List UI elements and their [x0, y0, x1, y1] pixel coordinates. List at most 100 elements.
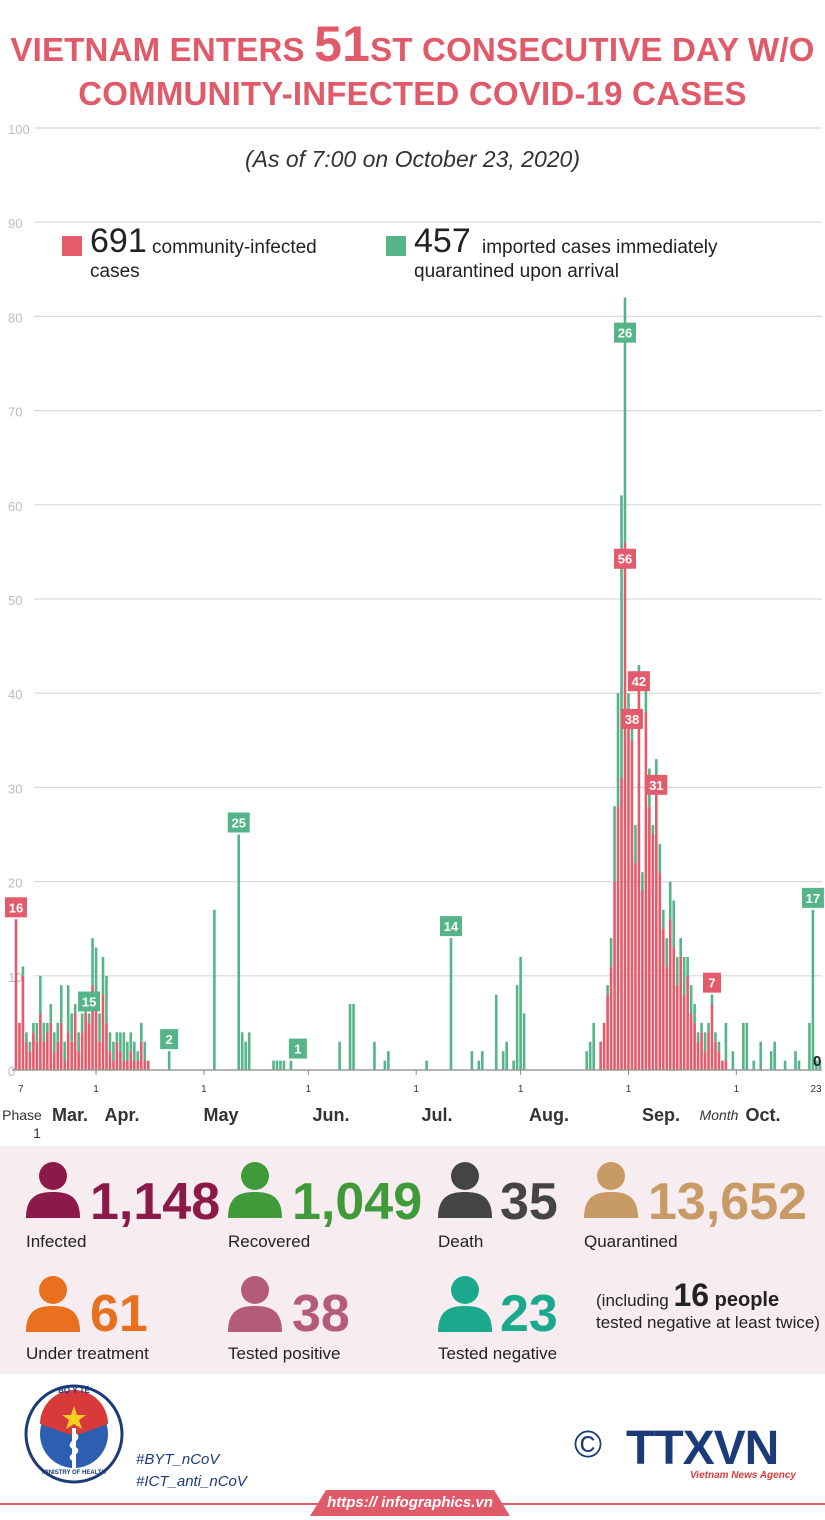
bar: [108, 1032, 112, 1052]
bar: [675, 985, 679, 1070]
bar: [679, 938, 682, 957]
bar: [644, 712, 648, 1070]
stat-value: 23: [500, 1285, 558, 1343]
month-word: Month: [700, 1107, 739, 1123]
stat-label: Tested positive: [228, 1344, 341, 1363]
note-post: people: [709, 1289, 780, 1311]
data-label-box: [614, 548, 636, 569]
bar: [108, 1051, 112, 1070]
bar: [641, 891, 644, 1070]
stat-label: Death: [438, 1232, 484, 1251]
data-label-box: [627, 671, 650, 692]
legend-swatch-imported: [386, 236, 406, 256]
bar: [769, 1051, 773, 1070]
bar: [387, 1051, 390, 1070]
bar: [119, 1051, 122, 1070]
bar: [714, 1032, 717, 1042]
data-label-box: [614, 322, 636, 343]
bar: [620, 495, 623, 778]
stat-label: Under treatment: [26, 1344, 149, 1363]
bar: [752, 1060, 756, 1070]
bar: [32, 1022, 35, 1033]
bar: [237, 834, 241, 1070]
bar: [606, 985, 609, 995]
y-tick-label: 80: [8, 310, 22, 325]
stat-value: 35: [500, 1173, 558, 1231]
title-line-2: COMMUNITY-INFECTED COVID-19 CASES: [78, 75, 747, 112]
person-icon: [26, 1276, 80, 1332]
bar: [668, 919, 672, 1070]
bar: [133, 1060, 136, 1070]
bar: [25, 1032, 28, 1042]
bar: [717, 1051, 721, 1070]
phase-label: Phase: [2, 1107, 42, 1123]
bar: [648, 806, 651, 1070]
bar: [213, 909, 216, 1070]
footer-url[interactable]: https:// infographics.vn: [310, 1490, 510, 1516]
bar: [710, 1004, 714, 1070]
bar: [644, 683, 648, 713]
legend-imported-text-b: quarantined upon arrival: [414, 261, 619, 282]
bar: [112, 1060, 115, 1070]
bar: [56, 1022, 60, 1042]
bar: [703, 1032, 707, 1052]
bar: [665, 938, 669, 967]
bar: [21, 966, 25, 976]
bar: [606, 994, 609, 1070]
bar: [721, 1060, 724, 1070]
bar: [512, 1060, 515, 1070]
bar: [133, 1041, 136, 1061]
bar: [42, 1041, 46, 1070]
bar: [52, 1032, 56, 1052]
person-icon: [228, 1276, 282, 1332]
y-tick-label: 30: [8, 781, 22, 796]
bar: [818, 1060, 822, 1070]
moh-logo-top-text: BỘ Y TẾ: [58, 1386, 90, 1395]
bar: [66, 985, 70, 1033]
bar: [244, 1041, 247, 1070]
bar: [32, 1032, 35, 1070]
bar: [773, 1041, 776, 1070]
bar: [668, 881, 672, 920]
bar: [481, 1051, 484, 1070]
bar: [143, 1060, 147, 1070]
bar: [136, 1060, 140, 1070]
data-label: 38: [625, 712, 639, 727]
bar: [80, 1013, 84, 1033]
x-tick-label: 1: [626, 1084, 632, 1095]
bar: [373, 1041, 376, 1070]
note-pre: (including: [596, 1291, 674, 1310]
bar: [35, 1041, 39, 1070]
phase-number: 1: [33, 1125, 41, 1141]
bar: [272, 1060, 275, 1070]
month-label: Mar.: [52, 1105, 88, 1125]
bar: [115, 1032, 119, 1042]
bar: [637, 674, 641, 1070]
bar: [585, 1051, 589, 1070]
title-day-count: 51: [314, 16, 371, 72]
bar: [689, 1013, 693, 1070]
bar: [627, 693, 630, 713]
data-label-box: [5, 897, 27, 918]
ttxvn-logo-sub: Vietnam News Agency: [690, 1470, 796, 1481]
bar: [599, 1041, 602, 1070]
bar: [115, 1041, 119, 1070]
x-tick-label: 1: [734, 1084, 740, 1095]
bar: [707, 1022, 710, 1033]
bar: [717, 1041, 721, 1052]
month-label: Jul.: [421, 1105, 452, 1125]
stat-value: 1,049: [292, 1173, 423, 1231]
bar: [522, 1013, 526, 1070]
person-icon: [438, 1162, 492, 1218]
bar: [119, 1032, 122, 1052]
x-tick-label: 1: [518, 1084, 524, 1095]
bar: [49, 1004, 53, 1023]
bar: [515, 985, 519, 1070]
bar: [679, 956, 682, 1070]
bar: [651, 834, 655, 1070]
note-line2: tested negative at least twice): [596, 1313, 820, 1332]
last-value-label: 0: [813, 1053, 821, 1070]
y-tick-label: 70: [8, 405, 22, 420]
bar: [87, 1013, 91, 1023]
bar: [731, 1051, 735, 1070]
